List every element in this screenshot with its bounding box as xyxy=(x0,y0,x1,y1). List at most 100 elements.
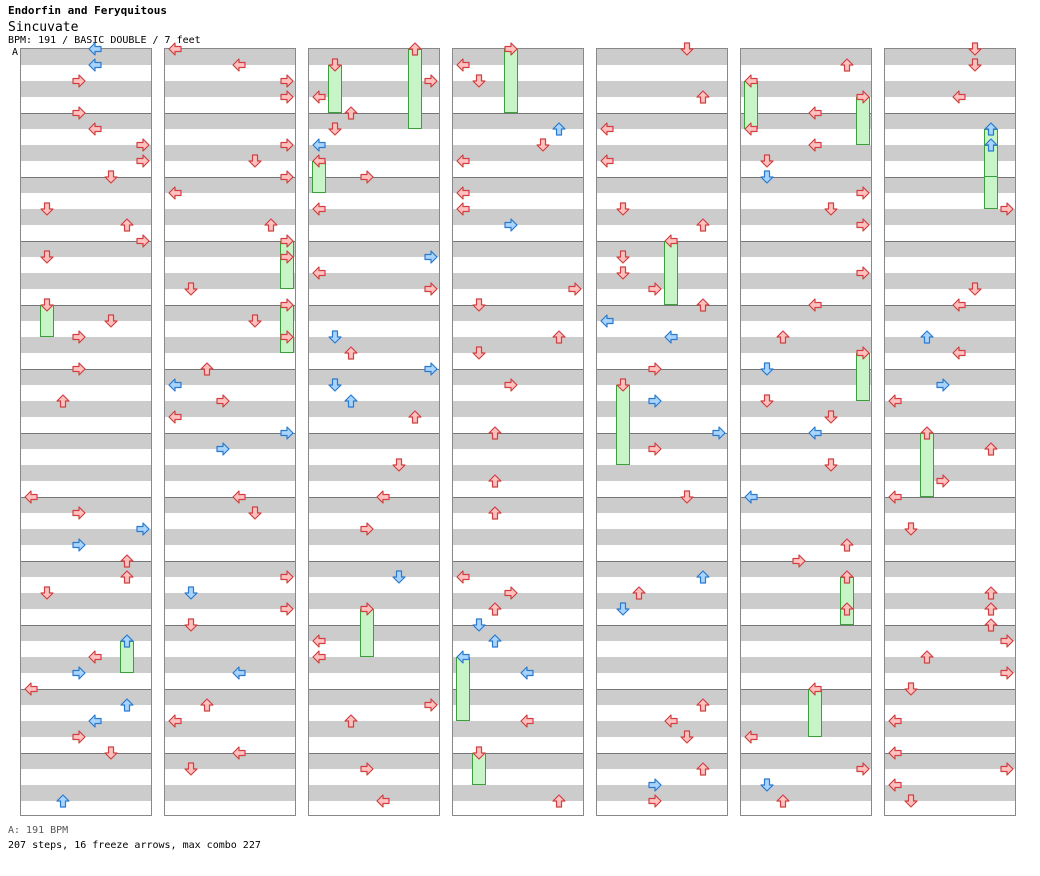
right-arrow-icon xyxy=(71,665,87,681)
beat-stripe xyxy=(453,465,583,481)
left-arrow-icon xyxy=(807,105,823,121)
left-arrow-icon xyxy=(599,121,615,137)
beat-stripe xyxy=(453,497,583,513)
right-arrow-icon xyxy=(135,137,151,153)
bpm-marker: A xyxy=(12,47,19,58)
left-arrow-icon xyxy=(807,137,823,153)
beat-stripe xyxy=(309,497,439,513)
beat-stripe xyxy=(885,241,1015,257)
right-arrow-icon xyxy=(855,265,871,281)
up-arrow-icon xyxy=(839,569,855,585)
left-arrow-icon xyxy=(455,201,471,217)
beat-stripe xyxy=(165,497,295,513)
measure-line xyxy=(885,689,1015,690)
beat-stripe xyxy=(21,209,151,225)
beat-stripe xyxy=(597,81,727,97)
down-arrow-icon xyxy=(823,201,839,217)
measure-line xyxy=(597,689,727,690)
left-arrow-icon xyxy=(87,57,103,73)
down-arrow-icon xyxy=(823,409,839,425)
measure-line xyxy=(453,561,583,562)
measure-line xyxy=(453,753,583,754)
up-arrow-icon xyxy=(839,57,855,73)
beat-stripe xyxy=(453,337,583,353)
beat-stripe xyxy=(885,689,1015,705)
down-arrow-icon xyxy=(327,329,343,345)
beat-stripe xyxy=(165,305,295,321)
measure-line xyxy=(597,625,727,626)
left-arrow-icon xyxy=(743,729,759,745)
down-arrow-icon xyxy=(183,281,199,297)
beat-stripe xyxy=(309,753,439,769)
up-arrow-icon xyxy=(487,425,503,441)
measure-line xyxy=(741,305,871,306)
right-arrow-icon xyxy=(279,73,295,89)
left-arrow-icon xyxy=(951,345,967,361)
measure-line xyxy=(21,113,151,114)
down-arrow-icon xyxy=(471,297,487,313)
beat-stripe xyxy=(885,209,1015,225)
beat-stripe xyxy=(309,657,439,673)
beat-stripe xyxy=(597,593,727,609)
beat-stripe xyxy=(597,753,727,769)
left-arrow-icon xyxy=(599,153,615,169)
beat-stripe xyxy=(165,113,295,129)
right-arrow-icon xyxy=(71,361,87,377)
left-arrow-icon xyxy=(519,665,535,681)
left-arrow-icon xyxy=(87,121,103,137)
freeze-arrow xyxy=(504,49,518,113)
measure-line xyxy=(741,177,871,178)
beat-stripe xyxy=(453,401,583,417)
measure-line xyxy=(165,561,295,562)
measure-line xyxy=(597,305,727,306)
up-arrow-icon xyxy=(983,137,999,153)
right-arrow-icon xyxy=(503,377,519,393)
left-arrow-icon xyxy=(167,41,183,57)
left-arrow-icon xyxy=(807,297,823,313)
right-arrow-icon xyxy=(503,585,519,601)
left-arrow-icon xyxy=(311,137,327,153)
down-arrow-icon xyxy=(39,249,55,265)
up-arrow-icon xyxy=(119,633,135,649)
measure-line xyxy=(453,497,583,498)
beat-stripe xyxy=(165,625,295,641)
down-arrow-icon xyxy=(391,457,407,473)
song-artist: Endorfin and Feryquitous xyxy=(8,4,167,17)
left-arrow-icon xyxy=(807,681,823,697)
right-arrow-icon xyxy=(647,361,663,377)
up-arrow-icon xyxy=(551,793,567,809)
beat-stripe xyxy=(885,369,1015,385)
beat-stripe xyxy=(741,465,871,481)
beat-stripe xyxy=(885,497,1015,513)
measure-line xyxy=(309,305,439,306)
chart-column xyxy=(596,42,728,816)
right-arrow-icon xyxy=(279,169,295,185)
beat-stripe xyxy=(165,177,295,193)
left-arrow-icon xyxy=(599,313,615,329)
left-arrow-icon xyxy=(455,649,471,665)
beat-stripe xyxy=(597,273,727,289)
beat-stripe xyxy=(165,785,295,801)
beat-stripe xyxy=(741,145,871,161)
measure-line xyxy=(885,177,1015,178)
up-arrow-icon xyxy=(695,89,711,105)
chart-column xyxy=(164,42,296,816)
down-arrow-icon xyxy=(967,41,983,57)
beat-stripe xyxy=(21,785,151,801)
beat-stripe xyxy=(597,625,727,641)
beat-stripe xyxy=(741,689,871,705)
right-arrow-icon xyxy=(503,217,519,233)
beat-stripe xyxy=(597,305,727,321)
right-arrow-icon xyxy=(999,201,1015,217)
right-arrow-icon xyxy=(647,777,663,793)
left-arrow-icon xyxy=(311,89,327,105)
left-arrow-icon xyxy=(23,489,39,505)
beat-stripe xyxy=(597,465,727,481)
beat-stripe xyxy=(453,593,583,609)
measure-line xyxy=(165,177,295,178)
measure-line xyxy=(165,689,295,690)
down-arrow-icon xyxy=(327,377,343,393)
up-arrow-icon xyxy=(983,585,999,601)
beat-stripe xyxy=(165,721,295,737)
beat-stripe xyxy=(885,401,1015,417)
